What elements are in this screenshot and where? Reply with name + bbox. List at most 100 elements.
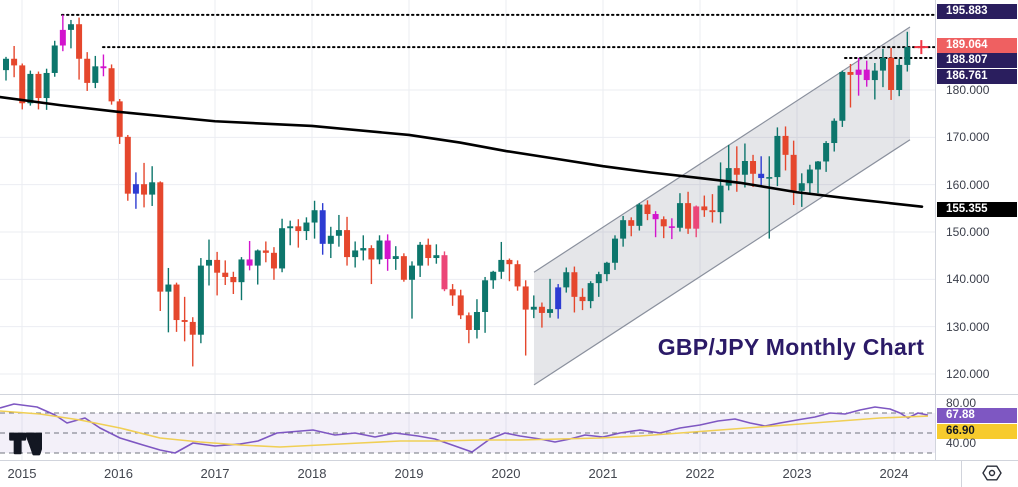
candle [855, 69, 862, 75]
candle [603, 262, 610, 275]
candle [782, 135, 789, 155]
candle [124, 136, 131, 194]
candle [579, 296, 586, 302]
candle [238, 259, 245, 283]
candle [587, 283, 594, 302]
candle [457, 295, 464, 316]
candle [108, 68, 115, 102]
candle [798, 183, 805, 191]
candle [676, 203, 683, 228]
candle [173, 284, 180, 321]
candle [262, 250, 269, 253]
candle [165, 284, 172, 292]
candle [384, 240, 391, 259]
candle [417, 244, 424, 266]
candle [100, 66, 107, 69]
candle [441, 255, 448, 290]
candle [392, 256, 399, 259]
candle [847, 72, 854, 75]
candle [790, 154, 797, 191]
price-axis[interactable] [935, 0, 1018, 460]
trend-channel-upper-line[interactable] [533, 26, 911, 273]
candle [806, 169, 813, 184]
candle [506, 259, 513, 265]
candle [181, 320, 188, 322]
candle [473, 311, 480, 330]
candle [636, 204, 643, 226]
candle [141, 184, 148, 195]
candle [871, 70, 878, 81]
ma-line[interactable] [0, 95, 924, 208]
candle [888, 57, 895, 90]
candle [157, 182, 164, 292]
rsi-ma-line[interactable] [0, 410, 929, 448]
candle [595, 274, 602, 284]
candle [254, 250, 261, 266]
candle [3, 58, 9, 71]
candle [823, 143, 830, 162]
candle [51, 45, 58, 73]
candle [815, 161, 821, 170]
candle [563, 272, 570, 288]
candle [19, 65, 26, 104]
candle [43, 72, 50, 99]
candle [222, 272, 229, 277]
candle [433, 255, 440, 259]
candle [287, 226, 294, 229]
candle [344, 230, 351, 258]
candle [352, 250, 359, 258]
candle [84, 58, 91, 83]
candle [709, 210, 716, 213]
candle [530, 306, 537, 310]
candle [67, 24, 74, 30]
candle [59, 29, 66, 46]
candle [132, 184, 139, 194]
candle [839, 72, 846, 121]
candle [514, 264, 521, 287]
candle [335, 230, 342, 236]
candle [685, 203, 692, 229]
candle [295, 226, 302, 232]
candle [896, 64, 903, 90]
candle [409, 265, 415, 280]
trend-channel-lower-line[interactable] [533, 139, 911, 386]
tradingview-logo[interactable] [8, 430, 42, 458]
candle [612, 238, 618, 263]
candle [214, 259, 221, 273]
candle [766, 177, 773, 179]
settings-icon[interactable] [981, 462, 1003, 484]
candle [35, 73, 42, 99]
candle [368, 248, 375, 260]
candle [197, 265, 204, 335]
candle [555, 287, 562, 310]
time-axis[interactable] [0, 460, 961, 487]
candle [774, 135, 781, 178]
candle [425, 244, 432, 259]
rsi-line[interactable] [0, 403, 929, 454]
candle [620, 220, 627, 239]
candle [538, 306, 545, 313]
candle [490, 271, 497, 281]
candle [879, 57, 886, 71]
candle [652, 214, 659, 220]
candle [92, 66, 99, 83]
candle [279, 228, 286, 269]
candle [76, 24, 83, 59]
candle [758, 173, 765, 179]
candle [693, 206, 700, 229]
candle [376, 240, 383, 260]
candle [831, 120, 838, 144]
candle [733, 168, 740, 175]
candle [660, 219, 667, 227]
candle [701, 206, 708, 211]
candle [319, 210, 326, 244]
candle [741, 160, 748, 175]
candle [327, 235, 334, 244]
candle [246, 259, 253, 266]
candle [644, 204, 651, 215]
candle [270, 252, 277, 269]
candle [717, 185, 724, 213]
candle [230, 276, 237, 283]
